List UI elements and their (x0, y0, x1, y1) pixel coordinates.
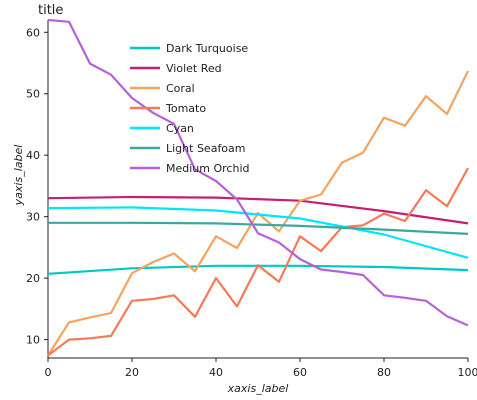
x-tick-label: 80 (377, 366, 391, 379)
legend-label-cyan: Cyan (166, 122, 194, 135)
legend-label-medium-orchid: Medium Orchid (166, 162, 249, 175)
series-group (47, 18, 469, 357)
legend-label-light-seafoam: Light Seafoam (166, 142, 246, 155)
y-tick-label: 50 (26, 88, 40, 101)
legend-label-tomato: Tomato (165, 102, 206, 115)
series-line-coral (47, 70, 469, 357)
x-tick-label: 20 (125, 366, 139, 379)
chart-title: title (38, 3, 63, 18)
y-tick-label: 40 (26, 149, 40, 162)
series-line-medium-orchid (47, 18, 469, 327)
y-ticks: 10 20 30 40 50 60 (26, 26, 48, 347)
legend-label-dark-turquoise: Dark Turquoise (166, 42, 248, 55)
x-tick-label: 100 (458, 366, 477, 379)
legend: Dark Turquoise Violet Red Coral Tomato Cyan L… (130, 42, 249, 175)
legend-label-coral: Coral (166, 82, 195, 95)
y-tick-label: 30 (26, 211, 40, 224)
y-axis-title: yaxis_label (12, 145, 25, 207)
x-tick-label: 60 (293, 366, 307, 379)
y-tick-label: 10 (26, 334, 40, 347)
y-tick-label: 60 (26, 26, 40, 39)
x-axis-title: xaxis_label (227, 382, 289, 395)
axes (47, 20, 468, 359)
x-tick-label: 0 (45, 366, 52, 379)
series-line-light-seafoam (48, 221, 469, 235)
series-line-tomato (47, 167, 469, 357)
x-tick-label: 40 (209, 366, 223, 379)
legend-label-violet-red: Violet Red (166, 62, 222, 75)
x-ticks: 0 20 40 60 80 100 (45, 358, 477, 379)
series-line-cyan (47, 206, 469, 259)
y-tick-label: 20 (26, 272, 40, 285)
series-line-violet-red (47, 195, 469, 225)
